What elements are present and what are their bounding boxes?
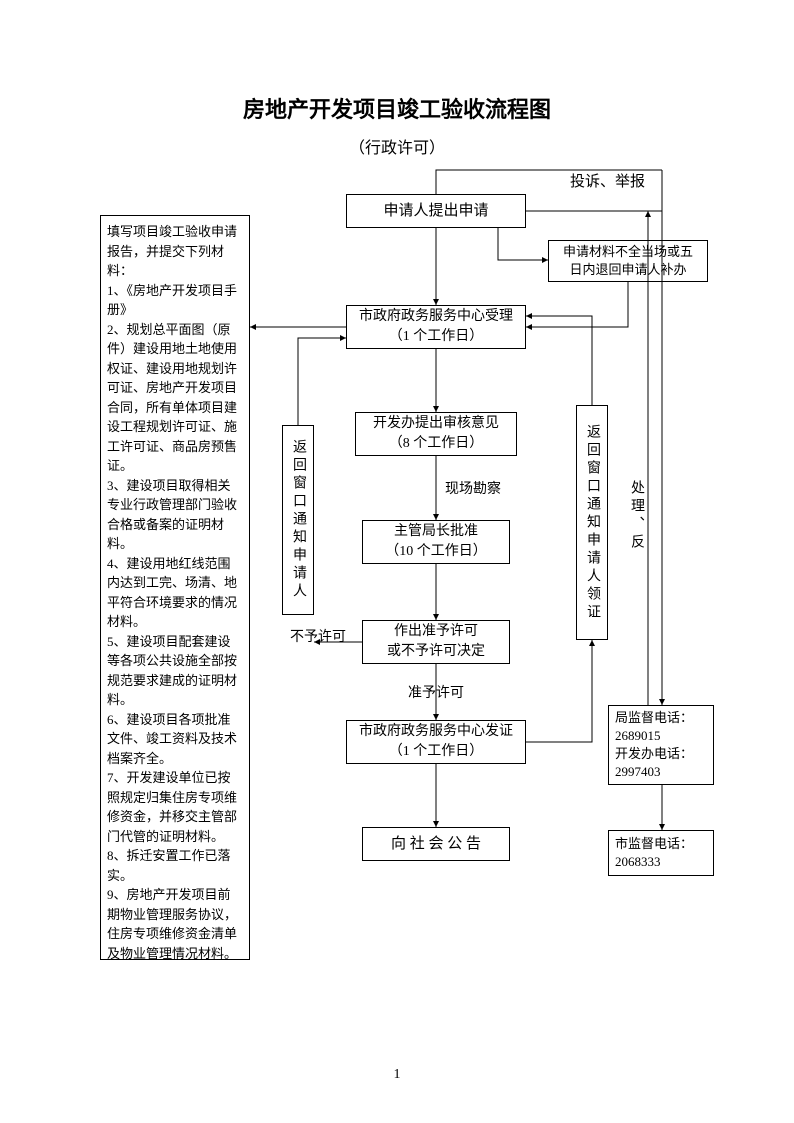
phones-box-1: 局监督电话： 2689015 开发办电话： 2997403 [608, 705, 714, 785]
label-survey: 现场勘察 [445, 478, 501, 498]
materials-item-9: 9、房地产开发项目前期物业管理服务协议，住房专项维修资金清单及物业管理情况材料。 [107, 885, 243, 960]
materials-item-4: 4、建设用地红线范围内达到工完、场清、地平符合环境要求的情况材料。 [107, 554, 243, 632]
node-return-right: 返回窗口通知申请人领证 [576, 405, 608, 640]
node-review: 开发办提出审核意见 （8 个工作日） [355, 412, 517, 456]
node-approve: 主管局长批准 （10 个工作日） [362, 520, 510, 564]
node-return-left: 返回窗口通知申请人 [282, 425, 314, 615]
materials-item-7: 7、开发建设单位已按照规定归集住房专项维修资金，并移交主管部门代管的证明材料。 [107, 768, 243, 846]
page-subtitle: （行政许可） [0, 134, 794, 158]
page-number: 1 [0, 1067, 794, 1083]
label-handle: 处理、反 [626, 480, 646, 552]
materials-item-2: 2、规划总平面图（原件）建设用地土地使用权证、建设用地规划许可证、房地产开发项目… [107, 320, 243, 476]
node-incomplete: 申请材料不全当场或五 日内退回申请人补办 [548, 240, 708, 282]
node-issue: 市政府政务服务中心发证 （1 个工作日） [346, 720, 526, 764]
materials-item-6: 6、建设项目各项批准文件、竣工资料及技术档案齐全。 [107, 710, 243, 769]
label-complain: 投诉、举报 [570, 170, 645, 191]
label-deny: 不予许可 [290, 626, 346, 646]
materials-item-5: 5、建设项目配套建设等各项公共设施全部按规范要求建成的证明材料。 [107, 632, 243, 710]
materials-item-8: 8、拆迁安置工作已落实。 [107, 846, 243, 885]
page-title: 房地产开发项目竣工验收流程图 [0, 92, 794, 124]
node-apply: 申请人提出申请 [346, 194, 526, 228]
node-decide: 作出准予许可 或不予许可决定 [362, 620, 510, 664]
materials-box: 填写项目竣工验收申请报告，并提交下列材料： 1、《房地产开发项目手册》 2、规划… [100, 215, 250, 960]
phones-box-2: 市监督电话： 2068333 [608, 830, 714, 876]
materials-header: 填写项目竣工验收申请报告，并提交下列材料： [107, 222, 243, 281]
materials-item-1: 1、《房地产开发项目手册》 [107, 281, 243, 320]
node-announce: 向 社 会 公 告 [362, 827, 510, 861]
materials-item-3: 3、建设项目取得相关专业行政管理部门验收合格或备案的证明材料。 [107, 476, 243, 554]
node-accept: 市政府政务服务中心受理 （1 个工作日） [346, 305, 526, 349]
label-grant: 准予许可 [408, 682, 464, 702]
